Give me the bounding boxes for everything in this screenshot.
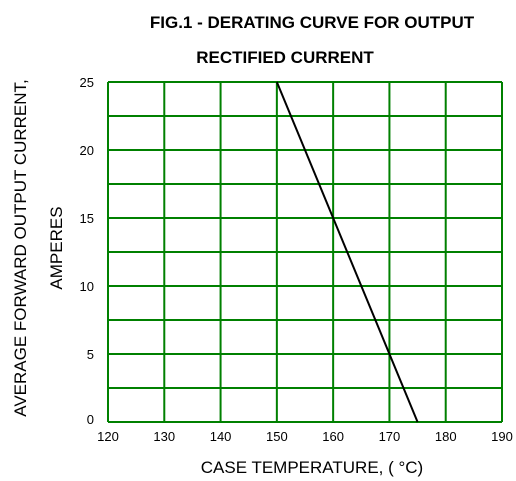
- y-tick-label-0: 0: [87, 412, 94, 427]
- x-tick-label-7: 190: [491, 429, 513, 444]
- x-tick-label-0: 120: [97, 429, 119, 444]
- x-tick-label-4: 160: [322, 429, 344, 444]
- chart-title: FIG.1 - DERATING CURVE FOR OUTPUT: [150, 13, 475, 32]
- y-tick-label-2: 10: [80, 279, 94, 294]
- y-tick-label-5: 25: [80, 75, 94, 90]
- x-tick-label-3: 150: [266, 429, 288, 444]
- y-axis-label-line2: AMPERES: [47, 206, 66, 289]
- grid: [107, 81, 503, 423]
- derating-line-0: [275, 81, 419, 423]
- y-tick-labels: 0 5 10 15 20 25: [80, 75, 94, 427]
- y-tick-label-4: 20: [80, 143, 94, 158]
- y-tick-label-3: 15: [80, 211, 94, 226]
- chart-subtitle: RECTIFIED CURRENT: [196, 48, 374, 67]
- x-tick-label-5: 170: [379, 429, 401, 444]
- y-axis-label-line1: AVERAGE FORWARD OUTPUT CURRENT,: [11, 79, 30, 417]
- x-tick-label-1: 130: [153, 429, 175, 444]
- x-tick-label-6: 180: [435, 429, 457, 444]
- x-tick-label-2: 140: [210, 429, 232, 444]
- x-tick-labels: 120 130 140 150 160 170 180 190: [97, 429, 513, 444]
- y-tick-label-1: 5: [87, 347, 94, 362]
- series-layer: [275, 81, 419, 423]
- x-axis-label: CASE TEMPERATURE, ( °C): [201, 458, 423, 477]
